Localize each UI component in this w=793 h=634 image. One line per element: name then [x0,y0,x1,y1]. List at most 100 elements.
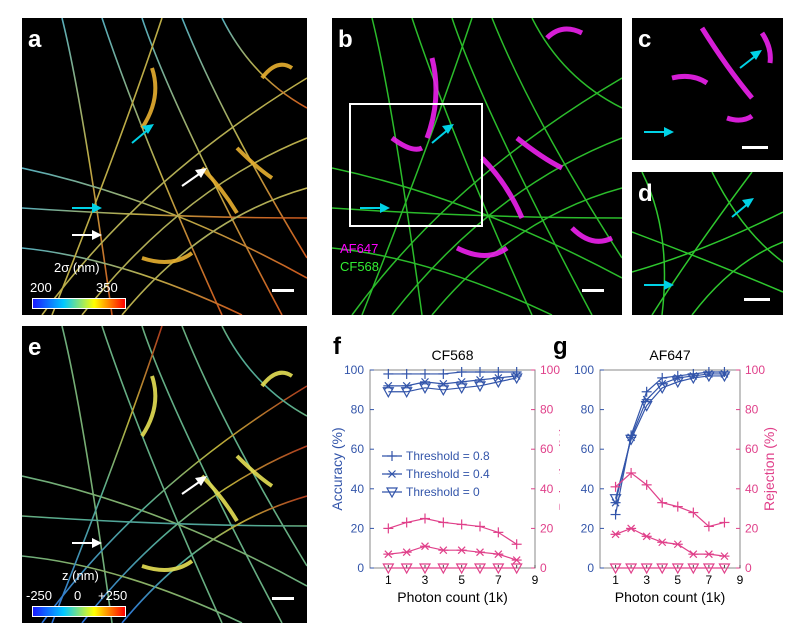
colorbar-a-title: 2σ (nm) [54,260,100,275]
panel-a-label: a [28,26,42,53]
rejection-point-asterisk-d2 [512,556,521,565]
x-axis-label: Photon count (1k) [615,589,726,605]
accuracy-point-triangle-tri [455,383,468,395]
rejection-point-asterisk [456,546,467,555]
accuracy-point-triangle-tri [625,434,638,446]
rejection-point-plus [657,497,668,508]
rejection-point-asterisk [626,524,637,533]
rejection-point-triangle [455,563,468,575]
x-tick-label: 1 [385,573,392,587]
rejection-point-plus [626,467,637,478]
accuracy-point-triangle [510,373,523,385]
rejection-point-triangle-tri [656,563,669,575]
rejection-point-triangle [702,563,715,575]
panel-g-label: g [553,333,568,360]
rejection-point-triangle [437,563,450,575]
rejection-point-asterisk [438,546,449,555]
colorbar-a-max: 350 [96,280,118,295]
legend-marker-triangle-tri [385,487,399,499]
accuracy-point-triangle-tri [437,385,450,397]
rejection-point-plus [475,521,485,532]
accuracy-point-plus [672,370,683,381]
panel-a-arrows [72,124,207,240]
rejection-point-asterisk-d2 [421,542,429,551]
y2-tick-label: 60 [540,442,554,456]
accuracy-point-triangle-tri [418,383,432,395]
legend-marker-plus [387,451,397,461]
rejection-point-asterisk [657,538,668,547]
rejection-point-triangle [609,563,622,575]
rejection-point-plus [438,517,449,528]
rejection-line-plus [615,472,725,528]
y-tick-label: 100 [574,363,594,377]
rejection-point-plus [511,539,522,550]
zoom-box [349,103,483,227]
accuracy-point-triangle-tri [510,373,523,385]
rejection-point-triangle [640,563,653,575]
rejection-point-asterisk [383,550,394,559]
rejection-point-asterisk-d2 [642,532,651,541]
rejection-point-asterisk-d2 [658,538,667,547]
scale-bar [272,289,294,292]
accuracy-point-plus [456,366,467,377]
rejection-point-asterisk-d2 [384,550,393,559]
panel-e-image: e z (nm) -250 0 +250 [22,326,307,623]
y2-axis-label: Rejection (%) [761,427,777,511]
accuracy-line-triangle [614,375,725,499]
accuracy-point-plus [475,366,485,377]
rejection-point-asterisk [401,548,412,557]
scale-bar [742,146,768,149]
y2-axis-label: Rejection (%) [556,427,560,511]
legend-marker-asterisk [387,470,397,478]
y-tick-label: 60 [581,442,595,456]
scale-bar [582,289,604,292]
rejection-point-asterisk [610,530,621,539]
y2-tick-label: 80 [540,403,554,417]
rejection-line-plus [388,517,517,545]
accuracy-point-plus [493,366,504,377]
rejection-point-asterisk [641,532,652,541]
panel-d-filaments [632,172,783,315]
accuracy-point-triangle-tri [473,381,487,393]
accuracy-point-triangle [702,371,715,383]
panel-d-image: d [632,172,783,315]
rejection-point-triangle-tri [418,563,432,575]
y2-tick-label: 40 [540,482,554,496]
rejection-point-plus [719,517,730,528]
chart-af647: AF647 0 20 40 60 80 100 0 20 40 60 80 100 1 3 5 7 9 Photon… [574,347,777,605]
rejection-point-asterisk [688,550,699,559]
rejection-point-triangle-tri [437,563,450,575]
colorbar-e [32,606,126,617]
rejection-point-asterisk-d2 [476,548,484,557]
rejection-point-triangle [625,563,638,575]
y2-tick-label: 0 [540,561,547,575]
y-tick-label: 40 [581,482,595,496]
accuracy-point-plus [401,368,412,379]
panel-b-filaments [332,18,622,315]
rejection-point-triangle [656,563,669,575]
panel-b-image: b AF647 CF568 [332,18,622,315]
y-tick-label: 0 [587,561,594,575]
rejection-point-triangle-tri [640,563,653,575]
accuracy-point-triangle [625,434,638,446]
colorbar-a [32,298,126,309]
accuracy-point-triangle [671,377,684,389]
rejection-point-plus [610,481,621,492]
rejection-point-triangle [718,563,731,575]
y2-tick-label: 40 [745,482,759,496]
rejection-point-triangle-tri [382,563,395,575]
colorbar-e-title: z (nm) [62,568,99,583]
rejection-point-asterisk-d2 [673,540,682,549]
accuracy-point-triangle-tri [687,373,700,385]
legend-label: Threshold = 0.4 [406,467,490,481]
accuracy-point-triangle [609,494,622,505]
rejection-point-asterisk-d2 [494,550,503,559]
rejection-point-triangle-tri [455,563,468,575]
legend-marker-asterisk-d2 [388,470,396,478]
accuracy-point-triangle-tri [702,371,715,383]
rejection-point-triangle-tri [473,563,487,575]
accuracy-point-triangle-tri [492,377,505,389]
rejection-point-asterisk-d2 [611,530,620,539]
accuracy-point-triangle [473,381,487,393]
accuracy-point-plus [438,368,449,379]
